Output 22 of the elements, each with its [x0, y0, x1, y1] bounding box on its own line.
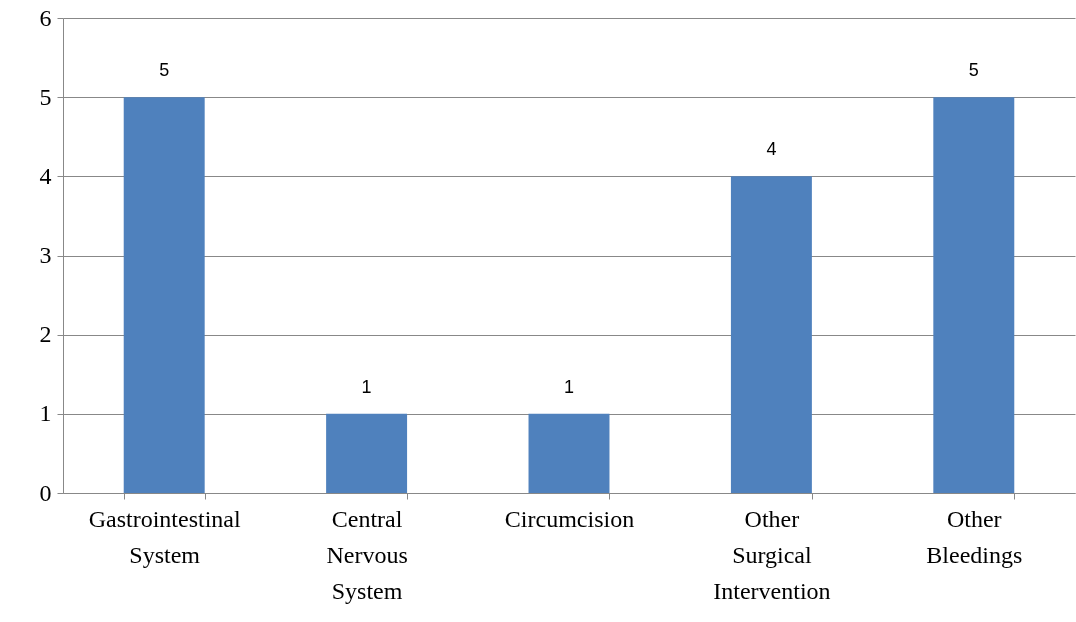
data-label: 1 — [563, 376, 575, 397]
bar — [528, 413, 610, 493]
y-tick-label: 0 — [39, 479, 52, 506]
x-tick-label: Other Surgical Intervention — [713, 505, 831, 604]
y-tick-label: 4 — [39, 162, 52, 189]
y-tick-label: 6 — [39, 4, 52, 31]
x-tick-label: Other Bleedings — [926, 505, 1023, 568]
data-label: 4 — [766, 139, 777, 160]
bar — [326, 413, 408, 493]
bar — [933, 97, 1015, 493]
x-tick-label: Gastrointestinal System — [88, 505, 242, 568]
bar — [123, 97, 205, 493]
data-label: 5 — [968, 60, 979, 81]
data-label: 5 — [159, 60, 170, 81]
y-tick-label: 1 — [39, 400, 52, 427]
y-tick-label: 2 — [39, 321, 52, 348]
y-tick-label: 5 — [39, 83, 52, 110]
x-tick-label: Circumcision — [504, 505, 635, 532]
bar — [730, 176, 812, 493]
data-label: 1 — [361, 376, 372, 397]
x-tick-label: Central Nervous System — [326, 505, 408, 604]
y-tick-label: 3 — [39, 242, 52, 268]
